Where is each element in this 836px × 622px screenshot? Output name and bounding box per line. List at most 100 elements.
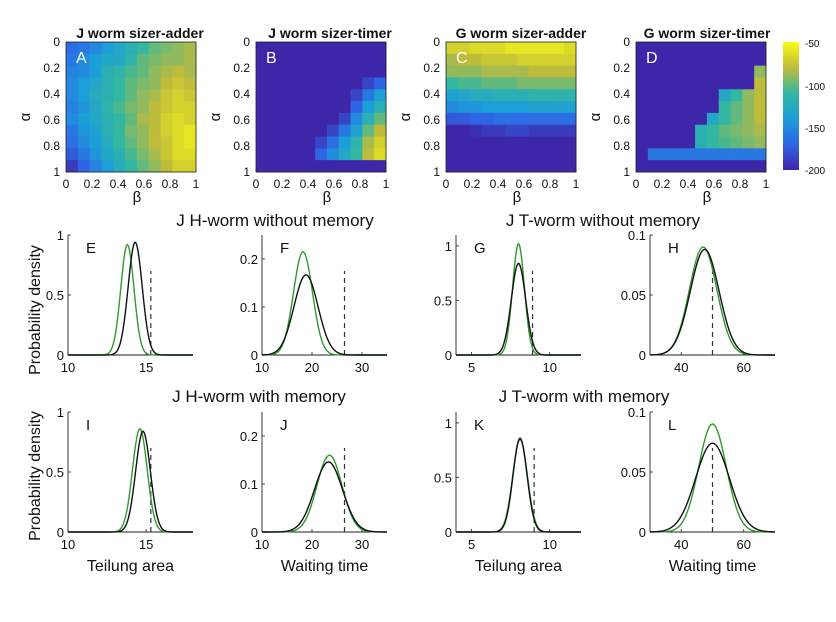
heatmap-xtick: 1 (573, 177, 580, 191)
heatmap-cell (160, 124, 173, 137)
heatmap-cell (457, 89, 471, 102)
heatmap-cell (125, 42, 138, 55)
heatmap-cell (66, 101, 79, 114)
heatmap-xtick: 0.8 (732, 177, 749, 191)
heatmap-cell (730, 136, 743, 149)
heatmap-ylabel: α (17, 112, 34, 121)
heatmap-cell (184, 112, 197, 126)
panel-letter: G (474, 240, 486, 257)
heatmap-cell (683, 53, 696, 67)
heatmap-cell (326, 89, 340, 102)
heatmap-cell (469, 112, 482, 126)
heatmap-cell (326, 160, 340, 173)
heatmap-cell (516, 148, 530, 161)
x-axis-label: Waiting time (281, 558, 369, 575)
heatmap-cell (267, 136, 281, 149)
heatmap-cell (647, 101, 661, 114)
heatmap-cell (256, 124, 269, 137)
y-tick-label: 0.1 (240, 300, 258, 315)
heatmap-cell (671, 112, 684, 126)
heatmap-cell (493, 136, 506, 149)
density-curve-green (262, 251, 387, 356)
heatmap-cell (184, 124, 197, 137)
density-curve-black (261, 274, 387, 356)
heatmap-cell (481, 148, 494, 161)
heatmap-cell (184, 53, 197, 67)
heatmap-cell (350, 101, 363, 114)
heatmap-cell (706, 136, 720, 149)
heatmap-cell (528, 112, 541, 126)
heatmap-cell (113, 148, 126, 161)
heatmap-ytick: 0.4 (423, 87, 440, 101)
heatmap-cell (695, 77, 708, 90)
heatmap-ytick: 0 (53, 35, 60, 49)
heatmap-cell (291, 101, 304, 114)
heatmap-cell (160, 101, 173, 114)
heatmap-cell (730, 148, 743, 161)
heatmap-cell (552, 65, 565, 78)
heatmap-xtick: 1 (193, 177, 200, 191)
heatmap-cell (172, 65, 185, 78)
heatmap-cell (315, 148, 328, 161)
heatmap-cell (505, 65, 518, 78)
heatmap-cell (706, 148, 720, 161)
heatmap-cell (374, 77, 387, 90)
heatmap-cell (516, 112, 530, 126)
heatmap-cell (267, 42, 281, 55)
heatmap-xtick: 0 (633, 177, 640, 191)
heatmap-cell (136, 65, 150, 78)
heatmap-cell (303, 160, 316, 173)
heatmap-cell (77, 136, 91, 149)
x-tick-label: 5 (468, 537, 475, 552)
heatmap-cell (706, 42, 720, 55)
heatmap-cell (291, 77, 304, 90)
heatmap-cell (446, 101, 459, 114)
heatmap-cell (457, 112, 471, 126)
heatmap-cell (256, 160, 269, 173)
colorbar: -50 -100 -150 -200 (783, 39, 825, 177)
heatmap-frame (255, 41, 387, 173)
heatmap-cell (481, 112, 494, 126)
heatmap-cell (267, 124, 281, 137)
heatmap-cell (148, 42, 161, 55)
heatmap-cell (374, 148, 387, 161)
heatmap-cell (695, 42, 708, 55)
y-tick-label: 0.2 (240, 429, 258, 444)
x-tick-label: 10 (543, 537, 557, 552)
heatmap-cell (636, 148, 649, 161)
heatmap-cell (659, 101, 672, 114)
heatmap-xtick: 0.2 (274, 177, 291, 191)
panel-letter: L (668, 417, 676, 434)
heatmap-cell (469, 89, 482, 102)
heatmap-cell (647, 160, 661, 173)
panel-c-cells (446, 42, 577, 173)
heatmap-cell (718, 136, 731, 149)
heatmap-cell (516, 160, 530, 173)
heatmap-ytick: 0.8 (423, 139, 440, 153)
panel-b-letter: B (266, 50, 277, 67)
heatmap-cell (338, 124, 351, 137)
density-curve-green (650, 423, 775, 533)
heatmap-cell (528, 89, 541, 102)
heatmap-cell (742, 148, 755, 161)
heatmap-cell (754, 136, 767, 149)
y-tick-label: 0 (251, 525, 258, 540)
heatmap-cell (718, 65, 731, 78)
heatmap-cell (540, 101, 553, 114)
heatmap-cell (291, 53, 304, 67)
heatmap-cell (256, 89, 269, 102)
y-tick-label: 0 (251, 348, 258, 363)
panel-d: G worm sizer-timer D (636, 25, 771, 173)
heatmap-cell (338, 89, 351, 102)
heatmap-cell (89, 42, 102, 55)
heatmap-ytick: 0.2 (233, 61, 250, 75)
heatmap-cell (552, 160, 565, 173)
heatmap-cell (457, 65, 471, 78)
heatmap-cell (303, 112, 316, 126)
heatmap-ytick: 1 (623, 165, 630, 179)
heatmap-cell (683, 101, 696, 114)
heatmap-cell (315, 65, 328, 78)
heatmap-cell (718, 112, 731, 126)
heatmap-cell (457, 124, 471, 137)
heatmap-cell (113, 112, 126, 126)
